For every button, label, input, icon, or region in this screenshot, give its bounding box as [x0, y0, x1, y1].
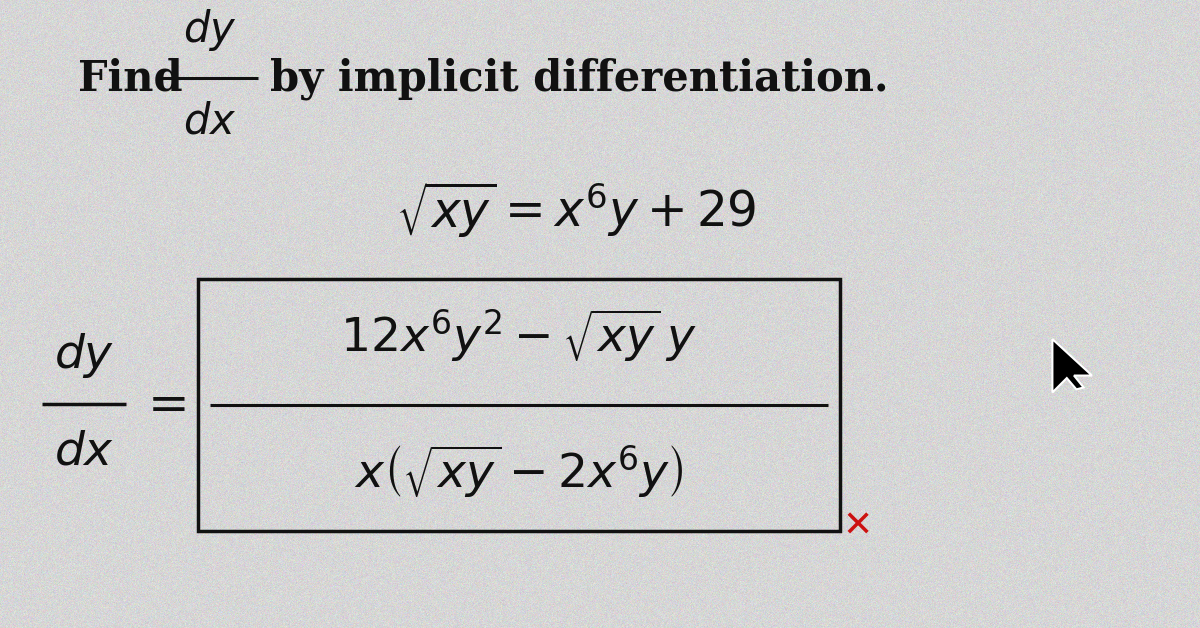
Text: $dy$: $dy$	[54, 331, 114, 380]
Text: $=$: $=$	[138, 380, 186, 429]
Text: by implicit differentiation.: by implicit differentiation.	[270, 57, 888, 100]
Bar	[198, 279, 840, 531]
Polygon shape	[1052, 339, 1092, 392]
Text: $dx$: $dx$	[184, 100, 236, 143]
Text: $12x^6y^2 - \sqrt{xy}\,y$: $12x^6y^2 - \sqrt{xy}\,y$	[340, 308, 697, 364]
Text: ✕: ✕	[842, 509, 874, 543]
Text: $x\left(\sqrt{xy} - 2x^6y\right)$: $x\left(\sqrt{xy} - 2x^6y\right)$	[354, 444, 683, 501]
Text: $\sqrt{xy} = x^6y + 29$: $\sqrt{xy} = x^6y + 29$	[396, 180, 756, 241]
Text: Find: Find	[78, 58, 182, 99]
Text: $dy$: $dy$	[184, 8, 236, 53]
Text: $dx$: $dx$	[54, 428, 114, 474]
